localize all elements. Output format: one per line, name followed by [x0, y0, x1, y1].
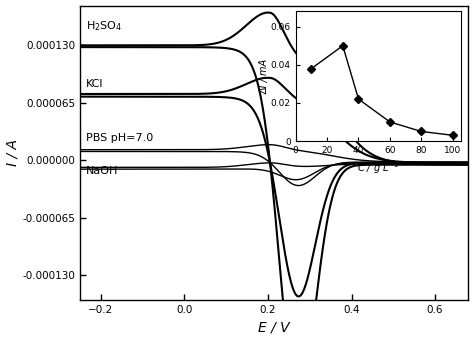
Y-axis label: I / A: I / A	[6, 139, 19, 166]
Text: KCl: KCl	[86, 79, 104, 89]
Text: H$_2$SO$_4$: H$_2$SO$_4$	[86, 19, 122, 33]
Text: NaOH: NaOH	[86, 167, 118, 176]
Text: PBS pH=7.0: PBS pH=7.0	[86, 133, 154, 143]
X-axis label: E / V: E / V	[258, 320, 290, 335]
